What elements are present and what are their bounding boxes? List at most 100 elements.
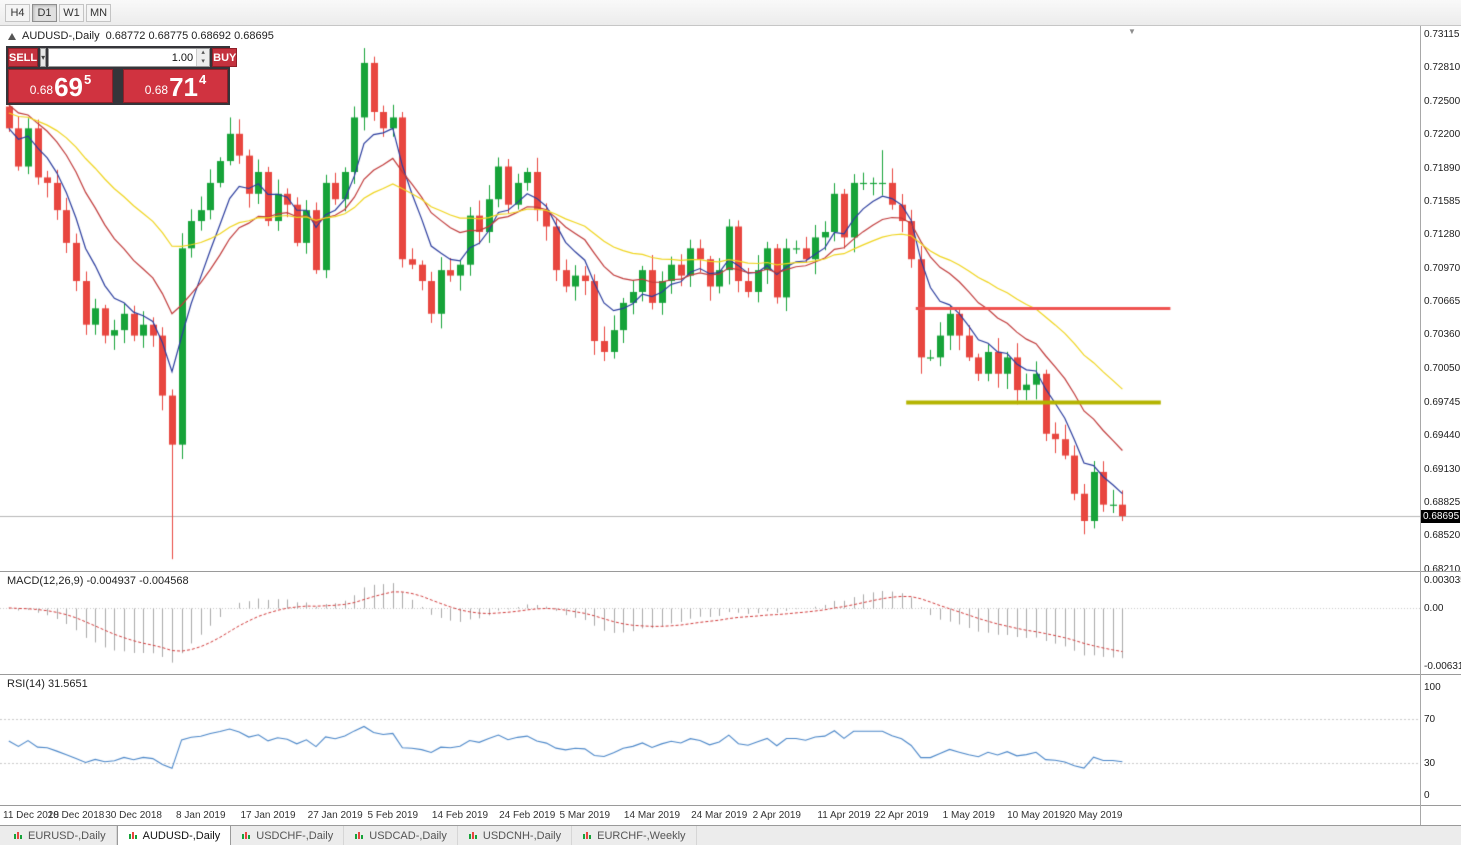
price-axis-label: 0.73115 [1424, 29, 1460, 40]
rsi-pane: RSI(14) 31.5651 100 70 30 0 [0, 674, 1461, 805]
chevron-down-icon: ▾ [201, 57, 205, 65]
price-axis-label: 0.72500 [1424, 96, 1461, 108]
chart-title: AUDUSD-,Daily 0.68772 0.68775 0.68692 0.… [8, 30, 274, 42]
price-axis-label: 0.71890 [1424, 162, 1461, 174]
tab-label: AUDUSD-,Daily [142, 829, 221, 842]
rsi-axis-label: 100 [1424, 682, 1441, 693]
date-axis-label: 30 Dec 2018 [105, 810, 162, 821]
volume-input[interactable] [49, 49, 197, 66]
date-axis-label: 5 Feb 2019 [367, 810, 419, 821]
chart-tab-usdchf[interactable]: USDCHF-,Daily [231, 826, 345, 845]
price-axis-label: 0.69440 [1424, 429, 1461, 441]
price-axis-label: 0.71585 [1424, 195, 1461, 207]
date-axis-label: 24 Feb 2019 [499, 810, 556, 821]
date-axis-label: 22 Apr 2019 [874, 810, 929, 821]
rsi-axis-label: 70 [1424, 714, 1436, 726]
date-axis-label: 2 Apr 2019 [752, 810, 801, 821]
date-axis-label: 20 May 2019 [1064, 810, 1123, 821]
chart-symbol-icon [8, 32, 16, 40]
tab-label: USDCNH-,Daily [482, 829, 562, 842]
date-axis-label: 27 Jan 2019 [307, 810, 363, 821]
chart-window: 0.73115 0.72810 0.72500 0.72200 0.71890 0.715… [0, 26, 1461, 825]
price-axis-label: 0.70665 [1424, 296, 1461, 308]
date-axis-label: 14 Mar 2019 [623, 810, 681, 821]
buy-price-point: 4 [199, 72, 207, 87]
volume-spinner-down[interactable]: ▾ [197, 57, 210, 66]
macd-axis-label: 0.003035 [1424, 575, 1461, 586]
chart-shift-marker-icon[interactable]: ▼ [1128, 27, 1136, 36]
timeframe-button-h4[interactable]: H4 [5, 3, 30, 22]
tab-chart-icon [354, 831, 364, 841]
macd-axis-label: 0.00 [1424, 602, 1444, 614]
price-axis-label: 0.72810 [1424, 62, 1461, 74]
macd-canvas[interactable] [0, 572, 1420, 674]
chevron-up-icon: ▴ [201, 49, 205, 56]
buy-price-display[interactable]: 0.68 71 4 [123, 69, 228, 103]
scale-separator [1420, 26, 1421, 825]
tab-label: EURCHF-,Weekly [597, 829, 686, 842]
chart-tab-usdcad[interactable]: USDCAD-,Daily [344, 826, 458, 845]
sell-price-pips: 69 [54, 72, 84, 102]
sell-price-display[interactable]: 0.68 69 5 [8, 69, 113, 103]
price-axis[interactable]: 0.73115 0.72810 0.72500 0.72200 0.71890 0.715… [1421, 26, 1461, 575]
chart-tab-eurchf[interactable]: EURCHF-,Weekly [572, 826, 697, 845]
price-axis-label: 0.68520 [1424, 530, 1461, 542]
date-axis-label: 11 Apr 2019 [817, 810, 871, 821]
tab-chart-icon [128, 831, 138, 841]
chevron-down-icon: ▾ [41, 53, 46, 62]
price-chart-canvas[interactable] [0, 26, 1420, 571]
timeframe-toolbar: H4 D1 W1 MN [5, 3, 113, 22]
price-axis-label: 0.70970 [1424, 262, 1461, 274]
tab-label: USDCHF-,Daily [256, 829, 334, 842]
chart-symbol-label: AUDUSD-,Daily [22, 30, 100, 42]
date-axis-label: 14 Feb 2019 [431, 810, 489, 821]
tab-chart-icon [13, 831, 23, 841]
volume-spinner-up[interactable]: ▴ [197, 49, 210, 58]
chart-ohlc-readout: 0.68772 0.68775 0.68692 0.68695 [105, 30, 274, 42]
price-axis-label: 0.68825 [1424, 496, 1461, 508]
date-axis-label: 5 Mar 2019 [559, 810, 611, 821]
tab-label: USDCAD-,Daily [369, 829, 447, 842]
macd-axis-label: -0.00631 [1424, 661, 1461, 672]
tab-chart-icon [468, 831, 478, 841]
top-toolbar: H4 D1 W1 MN [0, 0, 1461, 26]
volume-spinner: ▴ ▾ [196, 49, 210, 66]
buy-price-pips: 71 [169, 72, 199, 102]
price-axis-label: 0.72200 [1424, 128, 1461, 140]
rsi-axis-label: 30 [1424, 757, 1436, 769]
rsi-axis-label: 0 [1424, 790, 1430, 801]
price-axis-label: 0.69745 [1424, 396, 1461, 408]
date-axis-label: 10 May 2019 [1007, 810, 1065, 821]
price-axis-label: 0.71280 [1424, 229, 1461, 241]
timeframe-button-d1[interactable]: D1 [32, 3, 57, 22]
date-axis[interactable]: 11 Dec 2018 20 Dec 2018 30 Dec 2018 8 Jan 2… [0, 805, 1461, 825]
macd-pane: MACD(12,26,9) -0.004937 -0.004568 0.0030… [0, 571, 1461, 674]
timeframe-button-w1[interactable]: W1 [59, 3, 84, 22]
price-axis-label: 0.68210 [1424, 564, 1461, 575]
macd-axis[interactable]: 0.003035 0.00 -0.00631 [1421, 572, 1461, 674]
rsi-header: RSI(14) 31.5651 [7, 678, 88, 690]
sell-button[interactable]: SELL [8, 48, 39, 67]
trade-panel-divider [113, 69, 123, 103]
date-axis-label: 1 May 2019 [942, 810, 995, 821]
price-pane: 0.73115 0.72810 0.72500 0.72200 0.71890 0.715… [0, 26, 1461, 575]
current-price-tag: 0.68695 [1421, 510, 1460, 524]
chart-tab-usdcnh[interactable]: USDCNH-,Daily [458, 826, 573, 845]
volume-field: ▴ ▾ [48, 48, 211, 67]
date-axis-label: 17 Jan 2019 [240, 810, 296, 821]
chart-tab-eurusd[interactable]: EURUSD-,Daily [3, 826, 117, 845]
timeframe-button-mn[interactable]: MN [86, 3, 111, 22]
buy-price-prefix: 0.68 [144, 83, 169, 97]
rsi-axis[interactable]: 100 70 30 0 [1421, 675, 1461, 805]
chart-tab-audusd[interactable]: AUDUSD-,Daily [116, 826, 232, 845]
tab-chart-icon [582, 831, 592, 841]
rsi-canvas[interactable] [0, 675, 1420, 805]
price-axis-label: 0.70050 [1424, 363, 1461, 375]
macd-header: MACD(12,26,9) -0.004937 -0.004568 [7, 575, 189, 587]
volume-dropdown-button[interactable]: ▾ [40, 48, 47, 67]
buy-button[interactable]: BUY [212, 48, 238, 67]
date-axis-label: 20 Dec 2018 [47, 810, 105, 821]
chart-tabs-bar: EURUSD-,Daily AUDUSD-,Daily USDCHF-,Daily U… [0, 825, 1461, 845]
sell-price-prefix: 0.68 [29, 83, 54, 97]
date-axis-label: 24 Mar 2019 [691, 810, 748, 821]
